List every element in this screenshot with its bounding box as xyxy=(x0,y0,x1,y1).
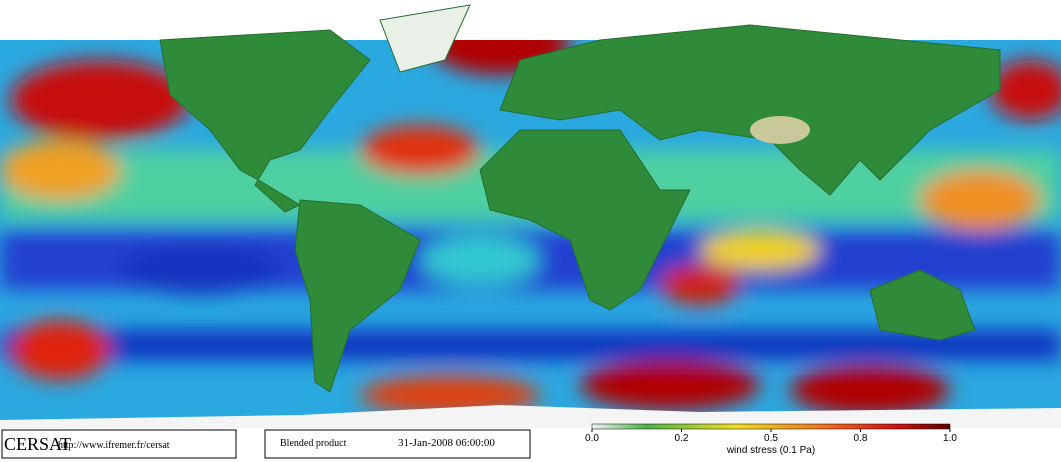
colorbar-tick-label: 0.5 xyxy=(764,433,778,444)
logo: CERSAT xyxy=(4,434,71,454)
product-box xyxy=(264,429,531,459)
colorbar-tick-label: 0.0 xyxy=(585,433,599,444)
land xyxy=(0,0,1061,430)
colorbar-label: wind stress (0.1 Pa) xyxy=(726,445,815,456)
datetime: 31-Jan-2008 06:00:00 xyxy=(398,437,495,449)
colorbar-tick-label: 0.8 xyxy=(854,433,868,444)
colorbar-tick-label: 1.0 xyxy=(943,433,957,444)
colorbar-tick-label: 0.2 xyxy=(675,433,689,444)
colorbar xyxy=(591,423,951,430)
product: Blended product xyxy=(280,438,347,449)
logo-box xyxy=(1,429,237,459)
url: http://www.ifremer.fr/cersat xyxy=(58,440,170,451)
